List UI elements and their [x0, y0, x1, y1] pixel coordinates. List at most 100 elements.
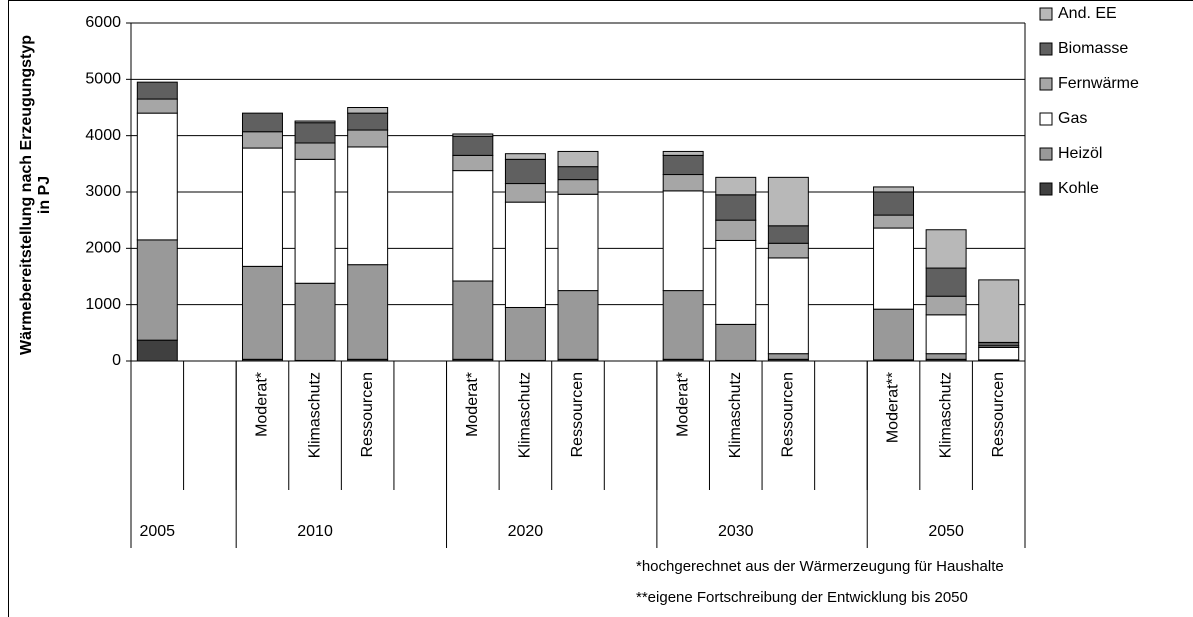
bar-segment	[662, 190, 704, 292]
bar-segment	[715, 176, 757, 196]
y-axis-label-line: in PJ	[36, 176, 53, 214]
bar-segment	[136, 239, 178, 341]
bar-segment	[347, 264, 389, 360]
bar-segment	[925, 229, 967, 269]
bar-segment	[452, 135, 494, 156]
bar-segment	[925, 267, 967, 297]
legend-swatch	[1039, 112, 1053, 126]
bar-segment	[136, 339, 178, 362]
bar-segment	[767, 225, 809, 244]
group-label: 2050	[928, 523, 964, 540]
bar-segment	[504, 306, 546, 361]
x-tick-label: Klimaschutz	[517, 372, 534, 458]
x-tick-label: Klimaschutz	[937, 372, 954, 458]
legend-label: Kohle	[1058, 180, 1099, 197]
bar-segment	[978, 346, 1020, 361]
bar-segment	[662, 290, 704, 360]
bar-segment	[767, 176, 809, 227]
legend-swatch	[1039, 77, 1053, 91]
bar-segment	[452, 154, 494, 172]
x-tick-label: Ressourcen	[359, 372, 376, 457]
y-tick-label: 5000	[85, 71, 121, 88]
bar-segment	[873, 214, 915, 229]
legend-swatch	[1039, 7, 1053, 21]
bar-segment	[873, 186, 915, 193]
legend-swatch	[1039, 42, 1053, 56]
bar-segment	[767, 353, 809, 360]
legend-label: Biomasse	[1058, 40, 1128, 57]
y-tick-label: 1000	[85, 296, 121, 313]
bar-segment	[978, 341, 1020, 347]
bar-segment	[662, 174, 704, 192]
legend-label: Gas	[1058, 110, 1087, 127]
bar-segment	[504, 158, 546, 185]
legend-label: Fernwärme	[1058, 75, 1139, 92]
legend-swatch	[1039, 147, 1053, 161]
x-tick-label: Ressourcen	[990, 372, 1007, 457]
x-tick-label: Ressourcen	[780, 372, 797, 457]
legend-swatch	[1039, 182, 1053, 196]
bar-segment	[241, 265, 283, 360]
bar-segment	[767, 242, 809, 259]
bar-segment	[873, 308, 915, 361]
bar-segment	[347, 112, 389, 131]
y-tick-label: 4000	[85, 127, 121, 144]
y-tick-label: 0	[112, 352, 121, 369]
bar-segment	[662, 154, 704, 176]
bar-segment	[452, 133, 494, 137]
note: *hochgerechnet aus der Wärmerzeugung für…	[636, 558, 1004, 575]
bar-segment	[241, 131, 283, 149]
x-tick-label: Moderat*	[254, 372, 271, 437]
group-label: 2010	[297, 523, 333, 540]
bar-segment	[557, 150, 599, 168]
bar-segment	[241, 147, 283, 267]
note: **eigene Fortschreibung der Entwicklung …	[636, 589, 968, 606]
bar-segment	[662, 150, 704, 156]
bar-segment	[557, 193, 599, 292]
bar-segment	[347, 146, 389, 266]
x-tick-label: Moderat*	[674, 372, 691, 437]
bar-segment	[504, 153, 546, 160]
bar-segment	[978, 279, 1020, 343]
bar-segment	[294, 282, 336, 361]
group-label: 2030	[718, 523, 754, 540]
bar-segment	[925, 314, 967, 355]
y-tick-label: 2000	[85, 240, 121, 257]
bar-segment	[873, 227, 915, 310]
x-tick-label: Klimaschutz	[306, 372, 323, 458]
bar-segment	[347, 129, 389, 148]
bar-segment	[504, 201, 546, 308]
bar-segment	[557, 179, 599, 195]
bar-segment	[557, 290, 599, 360]
bar-segment	[136, 112, 178, 241]
bar-segment	[715, 219, 757, 241]
group-label: 2020	[508, 523, 544, 540]
bar-segment	[557, 166, 599, 181]
y-axis-label-line: Wärmebereitstellung nach Erzeugungstyp	[18, 35, 35, 355]
legend-label: And. EE	[1058, 5, 1117, 22]
x-tick-label: Moderat*	[464, 372, 481, 437]
bar-segment	[294, 120, 336, 124]
x-tick-label: Ressourcen	[569, 372, 586, 457]
bar-segment	[241, 112, 283, 133]
bar-segment	[294, 142, 336, 160]
bar-segment	[452, 170, 494, 282]
y-tick-label: 6000	[85, 14, 121, 31]
bar-segment	[136, 98, 178, 114]
bar-segment	[873, 191, 915, 216]
bar-segment	[136, 81, 178, 100]
bar-segment	[452, 280, 494, 360]
bar-segment	[925, 295, 967, 316]
x-tick-label: Moderat**	[885, 372, 902, 443]
x-tick-label: Klimaschutz	[727, 372, 744, 458]
legend-label: Heizöl	[1058, 145, 1102, 162]
y-axis-label: Wärmebereitstellung nach Erzeugungstypin…	[18, 35, 53, 355]
bar-segment	[347, 107, 389, 114]
bar-segment	[504, 183, 546, 203]
bar-segment	[294, 158, 336, 284]
bar-segment	[294, 122, 336, 144]
y-tick-label: 3000	[85, 183, 121, 200]
bar-segment	[715, 239, 757, 325]
bar-segment	[767, 257, 809, 355]
